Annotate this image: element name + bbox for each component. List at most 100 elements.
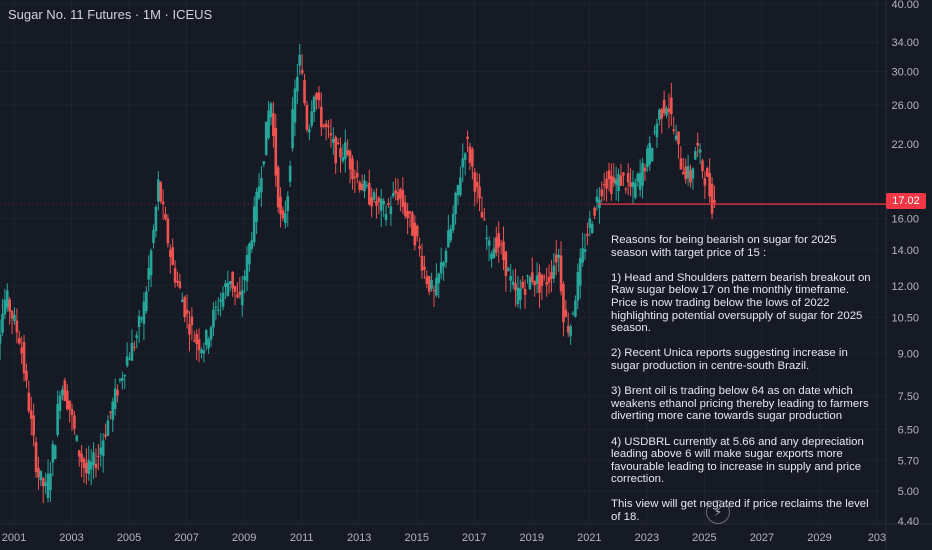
candle-body [475, 181, 479, 188]
x-tick-label: 2025 [692, 532, 716, 544]
candle-body [648, 143, 652, 165]
candle-body [293, 88, 297, 123]
candle-body [672, 129, 676, 132]
candle-body [530, 272, 534, 282]
candle-body [111, 401, 115, 420]
candle-body [542, 276, 546, 278]
candle-body [190, 316, 194, 326]
candle-body [212, 309, 215, 328]
candle-body [3, 299, 7, 315]
candle-body [137, 316, 141, 327]
candle-body [614, 179, 618, 185]
candle-body [202, 350, 206, 354]
x-tick-label: 2001 [2, 532, 26, 544]
candle-body [538, 272, 541, 293]
candle-body [315, 93, 318, 100]
candle-body [607, 170, 611, 180]
candle-body [0, 334, 2, 344]
candle-body [473, 172, 477, 192]
candle-body [713, 199, 716, 203]
candle-body [370, 197, 373, 207]
candle-body [164, 214, 167, 220]
candle-body [435, 277, 438, 296]
x-tick-label: 2013 [347, 532, 371, 544]
candle-body [595, 196, 599, 203]
candle-body [161, 201, 165, 205]
candle-body [46, 473, 50, 499]
candle-body [296, 76, 299, 92]
candle-body [423, 266, 426, 270]
candle-body [39, 470, 43, 481]
candle-body [257, 186, 261, 199]
candle-body [638, 173, 642, 190]
candle-body [430, 279, 433, 289]
candle-body [478, 186, 481, 199]
candle-body [391, 192, 395, 197]
y-tick-label: 26.00 [891, 100, 919, 112]
candle-body [5, 290, 9, 308]
candle-body [329, 133, 333, 136]
candle-body [483, 218, 486, 220]
candle-body [281, 210, 285, 219]
candle-body [636, 174, 640, 182]
candle-body [588, 218, 592, 228]
y-tick-label: 5.70 [898, 455, 919, 467]
candle-body [125, 356, 129, 366]
candle-body [487, 240, 491, 246]
note-paragraph: 2) Recent Unica reports suggesting incre… [611, 347, 848, 372]
candle-body [629, 182, 632, 187]
candle-body [13, 314, 16, 321]
candle-body [511, 281, 515, 285]
candle-body [459, 177, 462, 195]
candle-body [485, 237, 489, 240]
candle-body [686, 166, 690, 179]
candle-body [650, 148, 654, 162]
candle-body [590, 224, 594, 234]
candle-body [243, 276, 246, 281]
candle-body [442, 262, 445, 267]
candle-body [353, 176, 357, 178]
candle-body [97, 455, 100, 457]
candle-body [490, 253, 493, 260]
candle-body [351, 158, 354, 180]
candle-body [372, 192, 376, 200]
candle-body [552, 265, 556, 279]
candle-body [92, 452, 95, 466]
x-tick-label: 2011 [290, 532, 314, 544]
candle-body [379, 199, 383, 211]
candle-body [200, 349, 203, 354]
candle-body [497, 233, 501, 248]
candle-body [516, 287, 520, 305]
candle-body [382, 200, 385, 205]
candle-body [559, 255, 563, 292]
candle-body [291, 109, 294, 149]
candle-body [365, 184, 369, 187]
y-tick-label: 34.00 [891, 37, 919, 49]
y-tick-label: 14.00 [891, 245, 919, 257]
x-tick-label: 2005 [117, 532, 141, 544]
candle-body [37, 467, 40, 478]
candle-body [521, 281, 524, 288]
candle-body [571, 312, 575, 314]
candle-body [643, 167, 647, 172]
candle-body [121, 378, 124, 381]
candle-body [586, 233, 589, 236]
candle-body [188, 324, 191, 335]
candle-body [411, 212, 414, 236]
candle-body [73, 415, 76, 429]
candle-body [116, 389, 119, 396]
candle-body [171, 247, 174, 265]
candle-body [437, 273, 441, 284]
y-tick-label: 7.50 [898, 391, 919, 403]
candle-body [197, 339, 201, 351]
candle-body [233, 285, 237, 293]
candle-body [471, 149, 474, 167]
lightning-icon[interactable]: ⚡ [706, 500, 730, 524]
candle-body [140, 317, 143, 320]
candle-body [468, 146, 472, 163]
candle-body [509, 275, 513, 281]
candle-body [545, 282, 548, 285]
candle-body [238, 291, 242, 295]
candle-body [569, 326, 572, 337]
